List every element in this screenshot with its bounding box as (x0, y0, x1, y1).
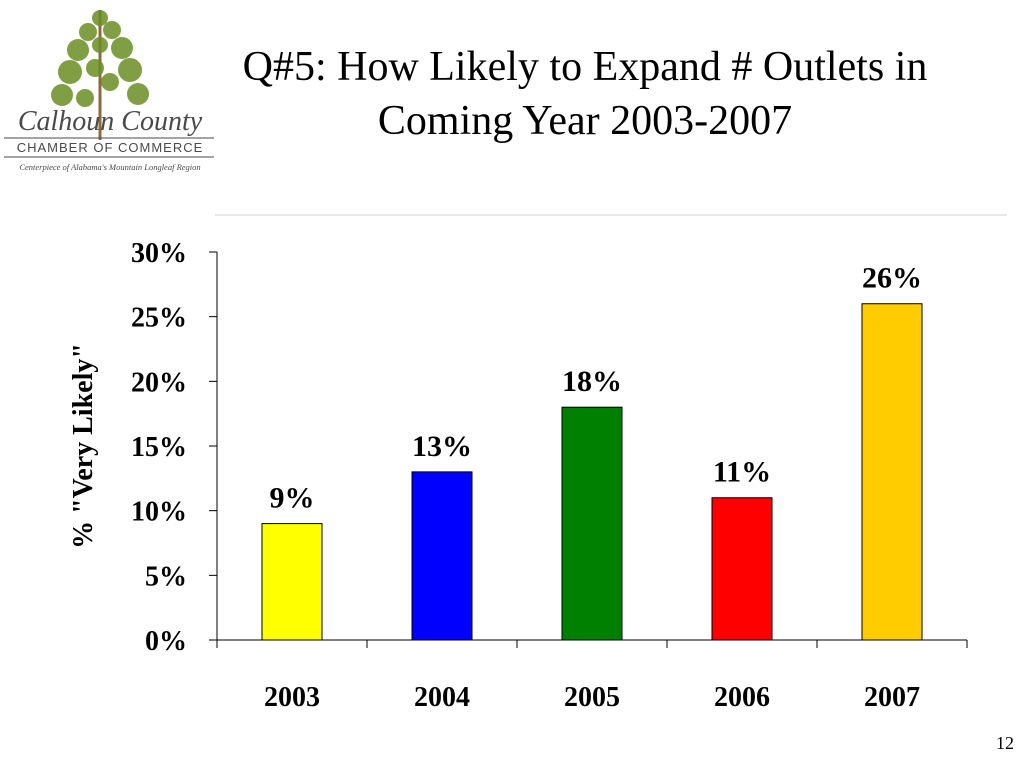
bar-2004 (411, 471, 473, 641)
slide-title: Q#5: How Likely to Expand # Outlets in C… (150, 40, 1020, 148)
bar-2006 (711, 497, 773, 641)
bar-2007 (861, 303, 923, 641)
chart-labels: 9% 2003 13% 2004 18% 2005 11% 2006 26% 2007 (264, 262, 922, 713)
data-label-2005: 18% (562, 365, 622, 398)
y-tick-label: 20% (131, 367, 187, 398)
y-tick-label: 25% (131, 303, 187, 334)
page-number: 12 (996, 733, 1014, 753)
logo-name: Calhoun County (18, 106, 203, 137)
pine-tree-icon (51, 10, 149, 140)
x-tick-label: 2004 (414, 682, 470, 713)
title-line-1: Q#5: How Likely to Expand # Outlets in (242, 44, 928, 90)
x-tick-label: 2003 (264, 682, 320, 713)
logo-org: CHAMBER OF COMMERCE (17, 140, 204, 155)
y-tick-label: 0% (145, 626, 187, 657)
x-tick-label: 2007 (864, 682, 920, 713)
chart-axes: 0% 5% 10% 15% 20% 25% 30% % "Very Likely" (68, 238, 968, 657)
y-tick-label: 15% (131, 432, 187, 463)
bar-chart: 0% 5% 10% 15% 20% 25% 30% % "Very Likely" 9% 200… (68, 238, 968, 713)
bar-2003 (261, 523, 323, 641)
x-tick-label: 2005 (564, 682, 620, 713)
title-divider (215, 214, 1007, 216)
title-line-2: Coming Year 2003-2007 (377, 98, 793, 144)
chart-bars (261, 303, 923, 641)
logo-tagline: Centerpiece of Alabama's Mountain Longle… (19, 162, 200, 172)
y-tick-label: 30% (131, 238, 187, 269)
y-tick-label: 10% (131, 497, 187, 528)
y-tick-label: 5% (145, 561, 187, 592)
chamber-logo: Calhoun County CHAMBER OF COMMERCE Cente… (4, 10, 214, 172)
y-axis-label: % "Very Likely" (68, 343, 99, 549)
data-label-2003: 9% (270, 482, 315, 515)
x-tick-label: 2006 (714, 682, 770, 713)
data-label-2004: 13% (412, 430, 472, 463)
bar-2005 (561, 406, 623, 641)
data-label-2007: 26% (862, 262, 922, 295)
data-label-2006: 11% (713, 456, 771, 489)
